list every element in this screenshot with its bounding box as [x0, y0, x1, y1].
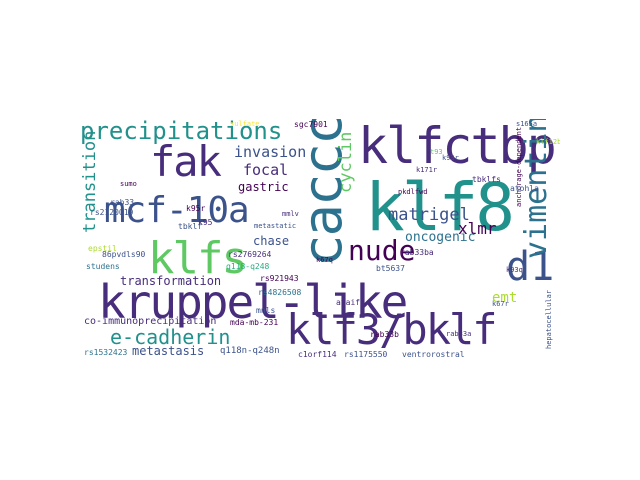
word-avaif: avaif [336, 298, 361, 307]
word-transition: transition [80, 130, 100, 233]
word-kruppel-like: kruppel-like [98, 275, 408, 329]
word-rs1532423: rs1532423 [84, 348, 128, 357]
word-invasion: invasion [234, 143, 307, 161]
word-cloud: kruppel-like klf8 klfctbp mcf-10a fak kl… [80, 119, 560, 359]
word-q118n-q248n: q118n-q248n [220, 346, 280, 356]
word-rab33a: rab33a [446, 330, 472, 338]
word-rab33b: rab33b [370, 330, 399, 339]
word-klf12b: klf12b [536, 138, 560, 146]
word-emt: emt [492, 290, 518, 306]
word-anchorage-dependent: anchorage-dependent [515, 126, 523, 207]
word-rs4826508: rs4826508 [258, 288, 302, 297]
word-k67q: k67q [316, 256, 333, 264]
word-k93r: k93r [442, 154, 459, 162]
word-mnls: mnls [256, 306, 276, 315]
word-klf8: klf8 [365, 169, 515, 246]
word-focal: focal [243, 161, 289, 179]
word-c1orf114: c1orf114 [298, 350, 337, 359]
word-rab33ba: rab33ba [400, 248, 434, 257]
word-gastric: gastric [238, 180, 289, 194]
word-d1: d1 [506, 244, 555, 290]
word-e-cadherin: e-cadherin [110, 325, 231, 349]
word-k93q: k93q [506, 266, 523, 274]
word-sgc7901: sgc7901 [294, 120, 328, 129]
word-metastatic: metastatic [254, 222, 297, 230]
word-t93: t93 [430, 148, 443, 156]
word-rab33: rab33 [110, 198, 135, 207]
word-ventrorostral: ventrorostral [402, 350, 465, 359]
word-mcf-10a: mcf-10a [104, 190, 250, 231]
word-nude: nude [348, 234, 416, 267]
word-xlmr: xlmr [458, 219, 497, 238]
word-oncogenic: oncogenic [405, 230, 476, 245]
word-b6pvdls90: 86pvdls90 [102, 250, 146, 259]
word-rs2120019: rs2120019 [90, 208, 134, 217]
word-mmlv: mmlv [282, 210, 299, 218]
word-fak: fak [150, 137, 222, 186]
word-studens: studens [86, 262, 120, 271]
word-rs1175550: rs1175550 [344, 350, 388, 359]
word-k95r: k95r [186, 204, 206, 213]
word-k95: k95 [198, 218, 213, 227]
word-klfctbp: klfctbp [358, 119, 557, 175]
word-mda-mb-231: mda-mb-231 [230, 318, 279, 327]
word-rs2769264: rs2769264 [228, 250, 272, 259]
word-precipitations: precipitations [80, 119, 283, 145]
word-k67r: k67r [492, 300, 509, 308]
word-sulfate: sulfate [230, 120, 260, 128]
word-chase: chase [253, 234, 290, 248]
word-cyclin: cyclin [336, 131, 356, 193]
word-k171r: k171r [416, 166, 438, 174]
word-klf3-bklf: klf3/bklf [286, 305, 498, 354]
word-tbklf: tbklf [178, 222, 203, 231]
word-bt5637: bt5637 [376, 264, 405, 273]
word-sumo: sumo [120, 180, 137, 188]
word-metastasis: metastasis [132, 344, 205, 358]
word-q118-q248: q118-q248 [226, 262, 270, 271]
word-co-immunoprecipitation: co-immunoprecipitation [84, 316, 217, 327]
word-tbklfs: tbklfs [472, 175, 501, 184]
word-rs921943: rs921943 [260, 274, 299, 283]
word-transformation: transformation [120, 274, 222, 288]
word-matrigel: matrigel [388, 205, 470, 225]
word-epstil: epstil [88, 244, 117, 253]
word-pkdlfwd: pkdlfwd [398, 188, 428, 196]
word-s165a: s165a [516, 120, 538, 128]
word-hepatocellular: hepatocellular [545, 289, 553, 349]
word-klfs: klfs [148, 233, 248, 284]
word-atohla: atohla [510, 184, 539, 193]
